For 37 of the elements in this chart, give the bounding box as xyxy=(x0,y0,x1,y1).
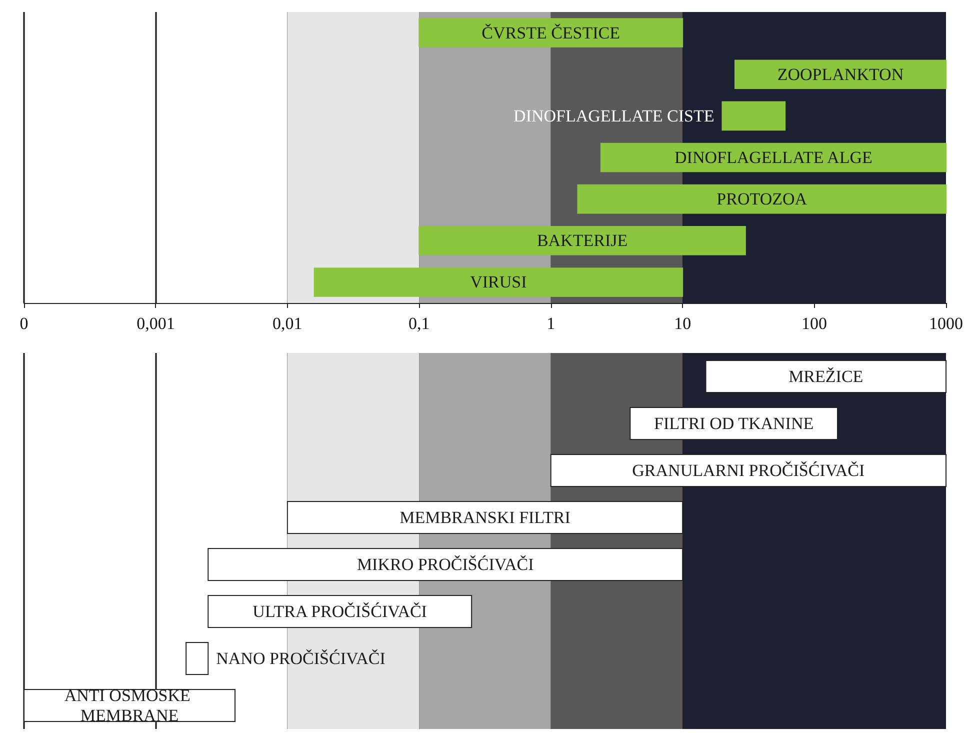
x-tick-label: 10 xyxy=(674,314,692,333)
x-tick-label: 1 xyxy=(546,314,556,333)
bar xyxy=(630,407,838,440)
bar xyxy=(418,226,746,256)
y-tick-label: ANTI OSMOSKE MEMBRANE xyxy=(64,686,195,725)
y-tick-label: VIRUSI xyxy=(470,272,528,292)
bar xyxy=(286,501,684,534)
x-tick-label: 0 xyxy=(20,314,28,333)
y-tick-label: MEMBRANSKI FILTRI xyxy=(400,508,571,527)
y-tick-label: DINOFLAGELLATE CISTE xyxy=(514,106,714,126)
bar xyxy=(418,18,684,48)
y-tick-label: MREŽICE xyxy=(788,367,864,386)
bar xyxy=(705,360,946,393)
y-tick-label: FILTRI OD TKANINE xyxy=(654,414,814,433)
bar xyxy=(186,642,209,675)
x-tick-label: 0,001 xyxy=(136,314,175,333)
y-tick-label: GRANULARNI PROČIŠĆIVAČI xyxy=(632,461,866,480)
x-tick-label: 0,01 xyxy=(272,314,302,333)
bar xyxy=(577,184,946,214)
bar xyxy=(550,454,946,487)
bar xyxy=(208,548,684,581)
y-tick-label: PROTOZOA xyxy=(716,190,808,209)
y-tick-label: NANO PROČIŠĆIVAČI xyxy=(216,649,386,668)
x-tick-label: 100 xyxy=(802,314,828,333)
y-tick-label: MIKRO PROČIŠĆIVAČI xyxy=(356,555,534,574)
bar xyxy=(600,142,946,172)
bar xyxy=(208,595,472,628)
y-tick-label: ZOOPLANKTON xyxy=(777,64,904,84)
y-tick-label: DINOFLAGELLATE ALGE xyxy=(674,148,872,167)
bar xyxy=(722,101,786,131)
y-tick-label: BAKTERIJE xyxy=(536,231,628,250)
x-tick-label: 0,1 xyxy=(408,314,430,333)
bar xyxy=(314,268,684,297)
y-tick-label: ULTRA PROČIŠĆIVAČI xyxy=(252,602,428,621)
y-tick-label: ČVRSTE ČESTICE xyxy=(482,23,620,42)
x-tick-label: 1000 xyxy=(929,314,963,333)
bar xyxy=(734,60,946,89)
